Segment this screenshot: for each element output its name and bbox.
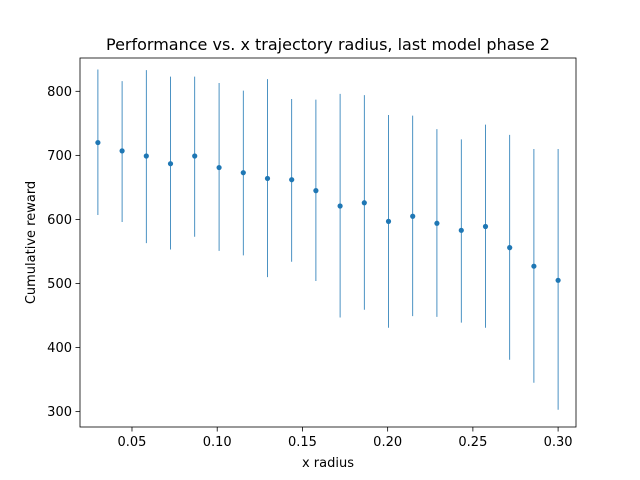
- x-tick-label: 0.10: [203, 435, 232, 450]
- data-point: [143, 153, 149, 159]
- data-point: [482, 223, 489, 230]
- data-point: [289, 177, 295, 183]
- y-tick-label: 600: [47, 213, 72, 228]
- data-point: [240, 170, 246, 176]
- x-axis-label: x radius: [302, 456, 354, 471]
- data-point: [434, 220, 440, 226]
- y-tick-label: 500: [47, 277, 72, 292]
- data-point: [119, 148, 125, 154]
- y-tick-label: 700: [47, 149, 72, 164]
- x-tick-label: 0.15: [288, 435, 317, 450]
- data-point: [555, 277, 561, 283]
- data-point: [216, 164, 222, 171]
- data-point: [458, 227, 464, 233]
- x-tick-label: 0.30: [544, 435, 573, 450]
- data-point: [410, 213, 416, 219]
- data-point: [361, 200, 367, 206]
- data-point: [385, 218, 392, 224]
- data-point: [264, 175, 271, 182]
- x-axis: 0.05 0.10 0.15 0.20 0.25 0.30: [118, 427, 573, 450]
- y-tick-label: 400: [47, 341, 72, 356]
- data-point: [507, 245, 513, 251]
- data-point: [313, 188, 319, 194]
- data-point: [95, 139, 101, 146]
- y-axis-label: Cumulative reward: [24, 181, 39, 304]
- data-point: [167, 161, 174, 167]
- y-tick-label: 300: [47, 405, 72, 420]
- data-point: [337, 203, 343, 209]
- data-point: [531, 263, 537, 269]
- y-axis: 300 400 500 600 700 800: [47, 85, 80, 420]
- y-tick-label: 800: [47, 85, 72, 100]
- x-tick-label: 0.20: [373, 435, 402, 450]
- data-point: [192, 153, 198, 159]
- x-tick-label: 0.05: [118, 435, 147, 450]
- chart-title: Performance vs. x trajectory radius, las…: [106, 35, 550, 54]
- plot-frame: [79, 57, 577, 428]
- x-tick-label: 0.25: [458, 435, 487, 450]
- data-marks: [95, 69, 561, 410]
